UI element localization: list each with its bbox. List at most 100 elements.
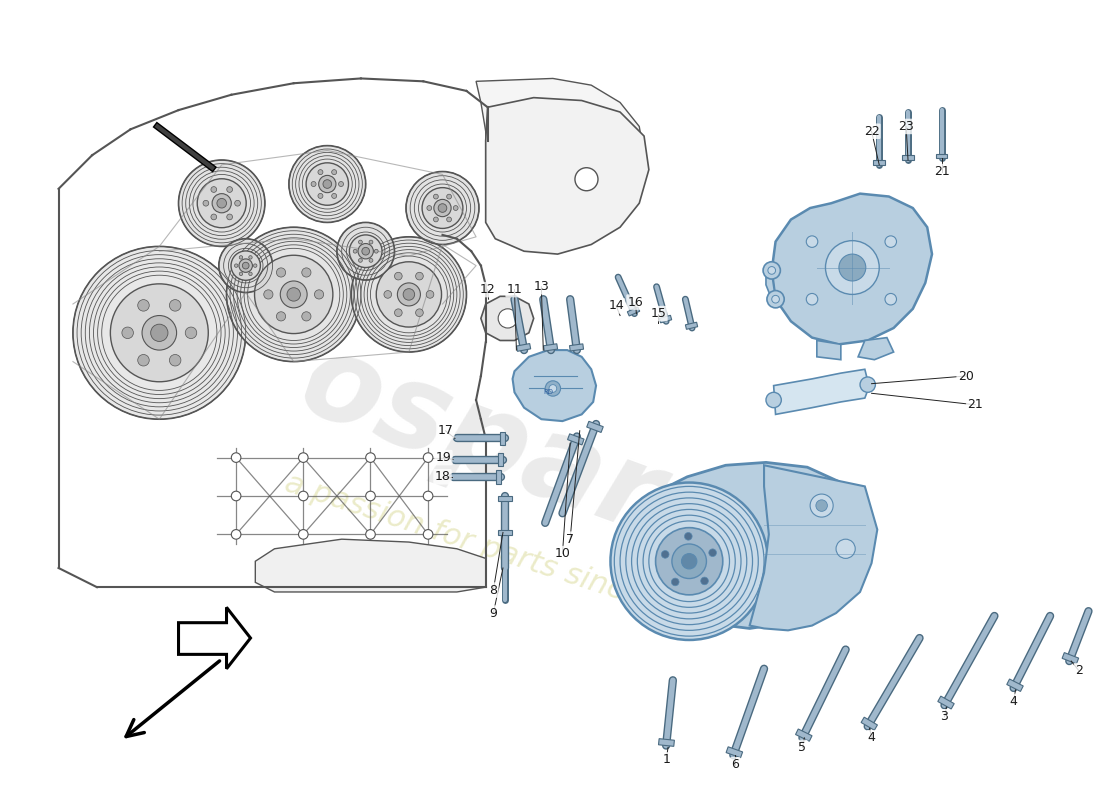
Polygon shape	[861, 717, 878, 730]
Circle shape	[298, 530, 308, 539]
Circle shape	[311, 182, 316, 186]
Polygon shape	[659, 738, 674, 746]
Text: 9: 9	[490, 606, 497, 619]
Circle shape	[249, 272, 252, 275]
Circle shape	[276, 312, 286, 321]
Circle shape	[287, 288, 300, 301]
Circle shape	[231, 453, 241, 462]
Circle shape	[447, 194, 451, 199]
Circle shape	[249, 256, 252, 259]
Circle shape	[242, 262, 249, 269]
Circle shape	[359, 258, 362, 262]
Circle shape	[219, 238, 273, 293]
Polygon shape	[772, 194, 932, 344]
Circle shape	[276, 268, 286, 277]
Text: 14: 14	[608, 299, 624, 313]
Circle shape	[768, 266, 776, 274]
Circle shape	[169, 354, 180, 366]
Circle shape	[433, 217, 438, 222]
Circle shape	[178, 160, 265, 246]
Circle shape	[453, 206, 458, 210]
Polygon shape	[178, 607, 251, 669]
Polygon shape	[498, 530, 512, 535]
Circle shape	[227, 214, 232, 220]
Text: 5: 5	[799, 741, 806, 754]
Circle shape	[138, 300, 150, 311]
Circle shape	[406, 171, 478, 245]
Circle shape	[403, 289, 415, 300]
Circle shape	[806, 236, 817, 247]
Circle shape	[422, 188, 463, 229]
Circle shape	[185, 327, 197, 338]
Polygon shape	[873, 160, 886, 165]
Circle shape	[110, 284, 208, 382]
Polygon shape	[631, 462, 871, 629]
Circle shape	[498, 309, 517, 328]
Circle shape	[433, 194, 438, 199]
Text: a passion for parts since 1985: a passion for parts since 1985	[282, 469, 728, 638]
Circle shape	[860, 377, 876, 392]
Circle shape	[836, 539, 855, 558]
Polygon shape	[773, 370, 868, 414]
Text: eurospares: eurospares	[77, 247, 817, 610]
Circle shape	[142, 315, 177, 350]
Text: RD: RD	[543, 390, 553, 395]
Polygon shape	[570, 344, 583, 351]
Polygon shape	[517, 343, 530, 351]
Circle shape	[424, 453, 433, 462]
Circle shape	[672, 544, 706, 578]
Circle shape	[264, 290, 273, 299]
Text: 21: 21	[934, 165, 949, 178]
Text: 13: 13	[534, 280, 549, 294]
Circle shape	[306, 163, 349, 206]
Polygon shape	[497, 453, 503, 466]
Circle shape	[549, 385, 557, 392]
Circle shape	[359, 240, 362, 244]
Circle shape	[416, 309, 424, 317]
Circle shape	[395, 309, 403, 317]
Circle shape	[370, 258, 373, 262]
Circle shape	[212, 194, 231, 213]
Circle shape	[810, 494, 833, 517]
Circle shape	[239, 256, 243, 259]
Circle shape	[353, 250, 358, 253]
Polygon shape	[685, 322, 697, 330]
Circle shape	[825, 241, 879, 294]
Circle shape	[433, 199, 451, 217]
Circle shape	[318, 170, 323, 174]
Polygon shape	[766, 270, 775, 299]
Polygon shape	[498, 496, 512, 502]
Circle shape	[886, 236, 896, 247]
Circle shape	[169, 300, 180, 311]
Circle shape	[231, 491, 241, 501]
Circle shape	[234, 200, 241, 206]
Circle shape	[301, 268, 311, 277]
Circle shape	[318, 194, 323, 198]
Text: 23: 23	[899, 120, 914, 133]
Text: 17: 17	[438, 424, 453, 438]
Text: 8: 8	[490, 583, 497, 597]
Circle shape	[438, 204, 447, 212]
Text: 10: 10	[554, 547, 571, 560]
Circle shape	[298, 453, 308, 462]
Polygon shape	[481, 296, 534, 341]
Circle shape	[73, 246, 245, 419]
Circle shape	[682, 554, 697, 569]
Circle shape	[661, 550, 669, 558]
Circle shape	[239, 272, 243, 275]
Polygon shape	[749, 466, 878, 630]
Circle shape	[395, 272, 403, 280]
Circle shape	[289, 146, 365, 222]
Circle shape	[211, 186, 217, 192]
Circle shape	[424, 530, 433, 539]
Circle shape	[122, 327, 133, 338]
Circle shape	[416, 272, 424, 280]
Text: 22: 22	[864, 125, 879, 138]
Circle shape	[610, 482, 768, 640]
Circle shape	[767, 290, 784, 308]
Text: 4: 4	[868, 731, 876, 744]
Polygon shape	[486, 98, 649, 254]
Circle shape	[684, 533, 692, 540]
Text: 4: 4	[1010, 695, 1018, 708]
Circle shape	[319, 175, 336, 193]
